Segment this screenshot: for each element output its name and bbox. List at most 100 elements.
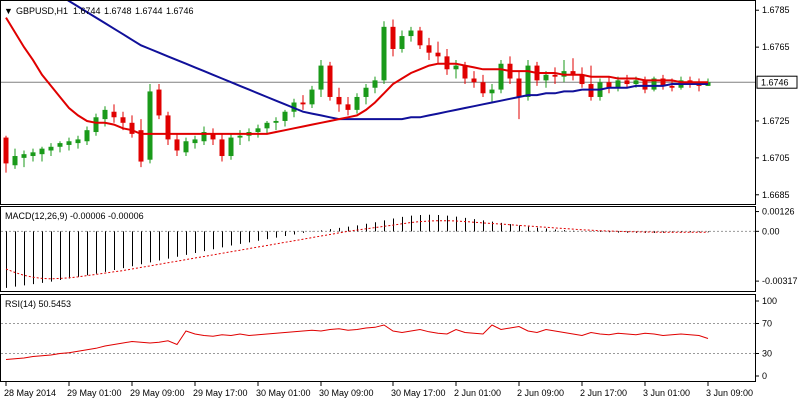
candle-body xyxy=(669,85,675,88)
candle-body xyxy=(3,137,9,164)
candle-body xyxy=(48,146,54,151)
current-price-box xyxy=(756,75,798,89)
candle-body xyxy=(516,78,522,97)
candle-body xyxy=(237,135,243,138)
candle-body xyxy=(633,80,639,85)
candle-body xyxy=(192,139,198,144)
candle-body xyxy=(228,137,234,157)
candle-body xyxy=(606,82,612,88)
time-axis-label: 29 May 01:00 xyxy=(67,388,122,398)
macd-signal-line xyxy=(5,220,708,280)
candle-body xyxy=(66,141,72,145)
rsi-axis-label: 100 xyxy=(762,296,777,306)
time-axis-label: 2 Jun 09:00 xyxy=(517,388,564,398)
candle-body xyxy=(273,120,279,123)
candle-body xyxy=(354,96,360,110)
candle-body xyxy=(435,52,441,57)
macd-axis-label: -0.00317 xyxy=(762,276,798,286)
macd-panel-frame xyxy=(0,206,756,292)
candle-body xyxy=(453,65,459,70)
candle-body xyxy=(336,96,342,105)
ohlc-low: 1.6744 xyxy=(135,6,163,16)
candle-body xyxy=(399,36,405,49)
candle-body xyxy=(93,117,99,133)
candle-body xyxy=(363,87,369,97)
time-axis-label: 30 May 09:00 xyxy=(319,388,374,398)
time-axis-label: 28 May 2014 xyxy=(4,388,56,398)
candle-body xyxy=(129,122,135,134)
candle-body xyxy=(426,45,432,53)
candle-body xyxy=(381,26,387,81)
candle-body xyxy=(300,102,306,105)
ohlc-close: 1.6746 xyxy=(166,6,194,16)
ohlc-high: 1.6748 xyxy=(104,6,132,16)
candle-body xyxy=(84,130,90,142)
ma-fast-line xyxy=(5,17,708,135)
time-axis-label: 30 May 17:00 xyxy=(391,388,446,398)
candle-body xyxy=(579,74,585,85)
candle-body xyxy=(147,91,153,160)
candle-body xyxy=(651,78,657,90)
candle-body xyxy=(174,139,180,151)
dropdown-arrow-icon[interactable]: ▼ xyxy=(4,6,13,16)
macd-axis-label: 0.00126 xyxy=(762,207,795,217)
candle-body xyxy=(489,89,495,94)
rsi-title: RSI(14) 50.5453 xyxy=(5,299,71,309)
time-axis-label: 3 Jun 09:00 xyxy=(706,388,753,398)
candle-body xyxy=(660,78,666,86)
candle-body xyxy=(75,139,81,144)
time-axis-label: 30 May 01:00 xyxy=(256,388,311,398)
rsi-panel xyxy=(1,323,755,360)
current-price-label: 1.6746 xyxy=(761,78,789,88)
candle-body xyxy=(345,104,351,110)
rsi-axis-label: 70 xyxy=(762,319,772,329)
rsi-line xyxy=(5,324,709,360)
candle-body xyxy=(552,74,558,77)
candle-body xyxy=(318,65,324,90)
candle-body xyxy=(120,117,126,123)
rsi-axis-label: 0 xyxy=(762,371,767,381)
candle-body xyxy=(219,139,225,157)
candle-body xyxy=(183,141,189,153)
price-axis-label: 1.6705 xyxy=(762,153,790,163)
candle-body xyxy=(201,132,207,142)
candle-body xyxy=(462,65,468,79)
ohlc-open: 1.6744 xyxy=(73,6,101,16)
axis-labels: 1.6785 1.6765 1.6725 1.6705 1.6685 1.6746 0.00… xyxy=(4,5,798,398)
price-panel xyxy=(1,1,755,173)
candle-body xyxy=(138,130,144,162)
candle-body xyxy=(21,154,27,158)
time-axis-label: 3 Jun 01:00 xyxy=(643,388,690,398)
candle-body xyxy=(498,63,504,90)
candle-body xyxy=(327,65,333,97)
candle-body xyxy=(615,80,621,88)
time-axis-label: 2 Jun 01:00 xyxy=(454,388,501,398)
candle-body xyxy=(165,115,171,140)
price-axis-label: 1.6685 xyxy=(762,190,790,200)
candle-body xyxy=(156,89,162,116)
macd-panel xyxy=(1,214,755,288)
time-axis-label: 29 May 17:00 xyxy=(193,388,248,398)
rsi-axis-label: 30 xyxy=(762,349,772,359)
price-axis-label: 1.6725 xyxy=(762,116,790,126)
candle-body xyxy=(570,71,576,75)
candle-body xyxy=(417,30,423,46)
candle-body xyxy=(102,109,108,120)
symbol-title: GBPUSD,H1 xyxy=(16,6,68,16)
candle-body xyxy=(57,143,63,147)
candle-body xyxy=(264,122,270,129)
rsi-panel-frame xyxy=(0,294,756,382)
candle-body xyxy=(39,148,45,155)
candle-body xyxy=(372,80,378,88)
candle-body xyxy=(111,111,117,118)
candle-body xyxy=(471,78,477,83)
price-axis-label: 1.6765 xyxy=(762,42,790,52)
ma-slow-line xyxy=(67,1,708,121)
candle-body xyxy=(525,65,531,97)
macd-title: MACD(12,26,9) -0.00006 -0.00006 xyxy=(5,211,144,221)
candle-body xyxy=(390,26,396,49)
macd-axis-label: 0.00 xyxy=(762,226,780,236)
candle-body xyxy=(282,111,288,121)
candle-body xyxy=(12,156,18,166)
